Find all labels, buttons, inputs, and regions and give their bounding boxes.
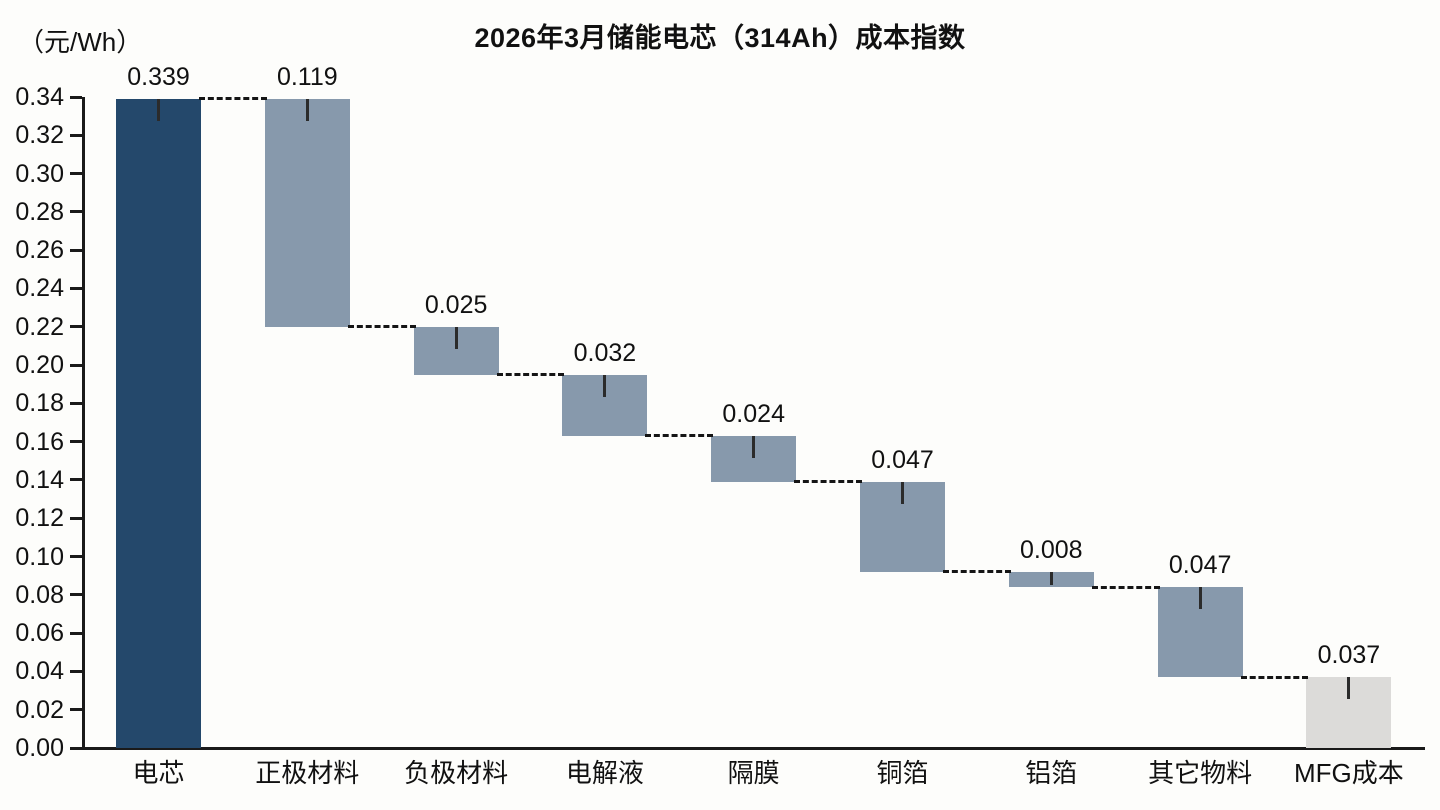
y-tick-label: 0.26: [15, 236, 64, 265]
y-tick-label: 0.04: [15, 657, 64, 686]
category-label: 负极材料: [404, 758, 509, 788]
y-axis-tick: [70, 363, 82, 367]
y-axis-tick: [70, 669, 82, 673]
chart-title: 2026年3月储能电芯（314Ah）成本指数: [474, 23, 966, 53]
y-axis-tick: [70, 440, 82, 444]
bar-whisker-tick: [1198, 587, 1202, 610]
y-tick-label: 0.12: [15, 504, 64, 533]
waterfall-connector-line: [943, 570, 1011, 574]
bar-whisker-tick: [454, 326, 458, 349]
bar-value-label: 0.047: [871, 445, 934, 474]
bar-value-label: 0.047: [1168, 551, 1232, 580]
y-axis-tick: [70, 325, 82, 329]
bar-value-label: 0.024: [722, 399, 785, 428]
waterfall-connector-line: [1091, 585, 1160, 589]
bar-whisker-tick: [1049, 571, 1053, 586]
waterfall-connector-line: [645, 434, 714, 438]
bar-value-label: 0.037: [1317, 641, 1381, 670]
y-tick-label: 0.08: [15, 580, 64, 609]
y-tick-label: 0.30: [15, 159, 64, 188]
bar-whisker-tick: [157, 98, 160, 121]
y-axis-tick: [70, 478, 82, 482]
y-tick-label: 0.16: [15, 427, 64, 456]
waterfall-connector-line: [496, 373, 565, 377]
category-label: 铜箔: [876, 758, 929, 788]
y-tick-label: 0.06: [15, 619, 64, 648]
y-axis-tick: [70, 746, 82, 750]
y-axis-tick: [70, 95, 82, 99]
y-axis-tick: [70, 133, 82, 137]
category-label: 电芯: [132, 758, 185, 788]
y-tick-label: 0.22: [15, 312, 64, 341]
y-axis-tick: [70, 172, 82, 176]
bar-whisker-tick: [305, 98, 309, 121]
category-label: 电解液: [565, 758, 644, 788]
y-tick-label: 0.10: [15, 542, 64, 571]
y-axis-line: [82, 97, 85, 748]
y-tick-label: 0.32: [15, 121, 64, 150]
category-label: 正极材料: [255, 758, 360, 788]
y-tick-label: 0.20: [15, 351, 64, 380]
bar-value-label: 0.025: [424, 290, 488, 319]
bar-value-label: 0.119: [276, 62, 338, 91]
y-tick-label: 0.14: [15, 465, 64, 494]
y-axis-tick: [70, 593, 82, 597]
bar-value-label: 0.008: [1020, 535, 1083, 564]
bar-whisker-tick: [901, 481, 904, 504]
bar-whisker-tick: [752, 435, 756, 458]
y-axis-tick: [70, 631, 82, 635]
y-tick-label: 0.02: [15, 695, 64, 724]
y-tick-label: 0.00: [15, 734, 64, 762]
y-axis-tick: [70, 286, 82, 290]
category-label: 铝箔: [1025, 758, 1078, 788]
bar-whisker-tick: [603, 374, 607, 397]
y-tick-label: 0.28: [15, 197, 64, 226]
x-axis-line: [82, 747, 1425, 750]
waterfall-connector-line: [1240, 675, 1309, 679]
y-tick-label: 0.18: [15, 389, 64, 418]
y-axis-tick: [70, 401, 82, 405]
y-axis-tick: [70, 555, 82, 559]
waterfall-connector-line: [347, 325, 416, 329]
bar-whisker-tick: [1347, 677, 1351, 700]
bar-segment: [116, 98, 201, 748]
y-axis-tick: [70, 210, 82, 214]
category-label: 其它物料: [1148, 758, 1253, 788]
category-label: MFG成本: [1294, 758, 1404, 788]
category-label: 隔膜: [727, 758, 780, 788]
bar-value-label: 0.339: [127, 62, 190, 91]
y-axis-unit-label: （元/Wh）: [18, 27, 143, 57]
waterfall-connector-line: [199, 97, 267, 101]
y-tick-label: 0.24: [15, 274, 64, 303]
bar-value-label: 0.032: [573, 338, 637, 367]
y-axis-tick: [70, 248, 82, 252]
y-tick-label: 0.34: [15, 83, 64, 111]
y-axis-tick: [70, 708, 82, 712]
waterfall-connector-line: [794, 480, 862, 484]
y-axis-tick: [70, 516, 82, 520]
bar-segment: [264, 98, 350, 327]
